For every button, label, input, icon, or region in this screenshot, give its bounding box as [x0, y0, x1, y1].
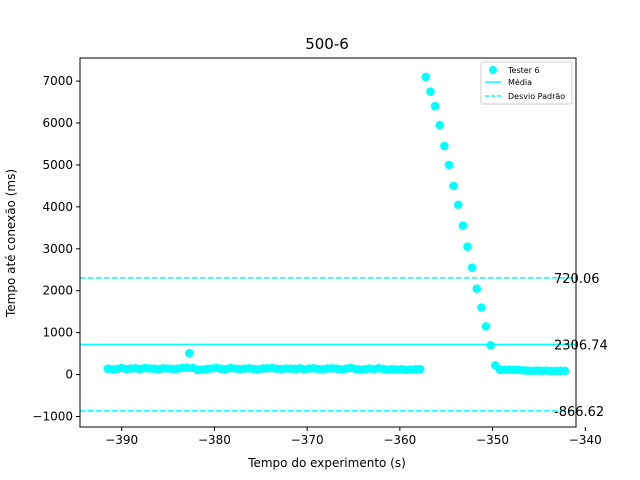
legend: Tester 6 Média Desvio Padrão: [480, 61, 573, 105]
data-point: [435, 120, 445, 130]
y-tick-label: 0: [65, 368, 73, 382]
x-tick-label: −370: [291, 433, 324, 447]
y-tick-label: 6000: [42, 116, 73, 130]
y-tick-label: 7000: [42, 74, 73, 88]
data-point: [415, 364, 425, 374]
y-axis: −1000 0 1000 2000 3000 4000 5000 6000 7000: [32, 74, 80, 424]
x-tick-label: −340: [569, 433, 602, 447]
x-axis: −390 −380 −370 −360 −350 −340: [105, 427, 602, 447]
data-point: [458, 221, 468, 231]
data-point: [467, 263, 477, 272]
legend-label-media: Média: [508, 77, 532, 87]
y-axis-label: Tempo até conexão (ms): [4, 169, 18, 318]
std-lower-label: -866.62: [554, 405, 604, 420]
plot-area: [103, 72, 570, 376]
data-point: [472, 284, 482, 293]
legend-marker-tester: [489, 66, 497, 74]
y-tick-label: 5000: [42, 158, 73, 172]
data-point: [481, 322, 491, 331]
plot-frame: [79, 57, 577, 428]
data-point: [182, 363, 191, 372]
legend-box: [480, 61, 573, 105]
reference-labels: 2306.74 720.06 -866.62: [554, 272, 608, 420]
y-tick-label: 3000: [42, 242, 73, 256]
legend-label-desvio: Desvio Padrão: [508, 92, 565, 101]
data-point: [453, 200, 463, 210]
legend-label-tester: Tester 6: [507, 66, 540, 75]
std-upper-label: 720.06: [554, 272, 600, 287]
data-point: [449, 181, 458, 191]
data-point: [477, 303, 486, 312]
y-tick-label: −1000: [32, 410, 73, 424]
data-point: [560, 366, 570, 376]
mean-label: 2306.74: [554, 338, 608, 353]
x-tick-label: −360: [383, 433, 416, 447]
x-tick-label: −380: [198, 433, 231, 447]
data-point: [430, 101, 440, 111]
data-point: [444, 160, 454, 170]
y-tick-label: 4000: [42, 200, 73, 214]
data-point: [440, 141, 449, 151]
data-point: [421, 72, 431, 82]
data-point: [486, 340, 496, 350]
data-point: [426, 87, 435, 96]
x-tick-label: −390: [105, 433, 138, 447]
data-point: [185, 348, 194, 358]
y-tick-label: 1000: [42, 326, 73, 340]
x-axis-label: Tempo do experimento (s): [247, 456, 406, 470]
chart-title: 500-6: [305, 35, 349, 53]
reference-lines: [80, 277, 576, 412]
data-point: [463, 242, 472, 251]
x-tick-label: −350: [476, 433, 509, 447]
y-tick-label: 2000: [42, 284, 73, 298]
